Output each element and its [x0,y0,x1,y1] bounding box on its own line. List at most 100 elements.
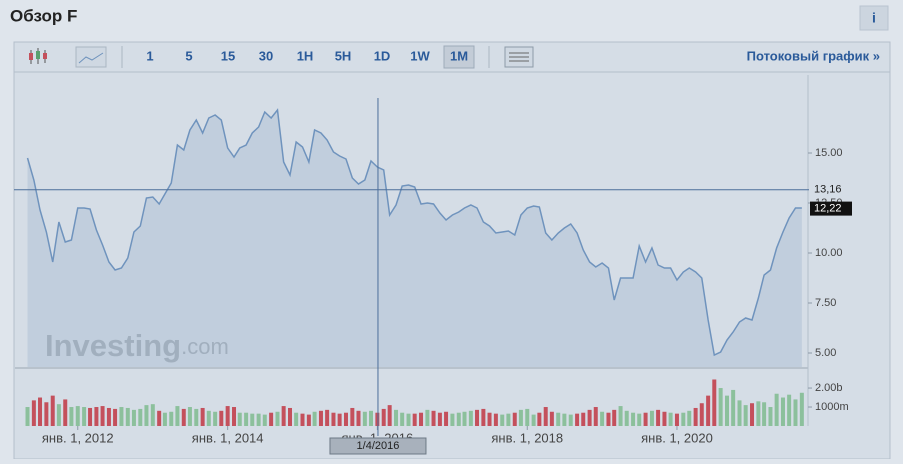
volume-bar [593,407,598,426]
last-price-label: 12,22 [814,203,842,215]
volume-bar [219,410,224,426]
info-button[interactable] [859,5,889,31]
x-tick-label: янв. 1, 2020 [641,430,713,445]
volume-bar [462,411,467,426]
y-tick-label: 5.00 [815,347,836,359]
volume-bar [724,395,729,426]
volume-bar [787,394,792,426]
interval-button[interactable]: 1M [450,48,468,63]
volume-bar [294,412,299,426]
volume-bar [194,408,199,426]
volume-bar [368,410,373,426]
interval-button[interactable]: 15 [221,48,235,63]
volume-bar [793,399,798,426]
volume-bar [275,411,280,426]
volume-bar [600,411,605,426]
price-line [26,108,802,357]
volume-bar [82,407,87,426]
volume-bar [394,409,399,426]
volume-bar [612,409,617,426]
table-icon[interactable] [504,46,534,68]
volume-bar [437,412,442,426]
interval-button[interactable]: 5H [335,48,352,63]
title: Обзор F [10,6,77,25]
volume-bar [712,379,717,426]
volume-bar [562,413,567,426]
volume-bar [187,407,192,426]
volume-bar [431,410,436,426]
volume-bar [406,413,411,426]
volume-bar [50,395,55,426]
interval-button[interactable]: 1 [146,48,153,63]
volume-bar [250,413,255,426]
volume-bar [743,405,748,426]
volume-bar [618,406,623,426]
last-price-box [810,201,852,216]
volume-bar [25,407,30,426]
volume-bar [106,407,111,426]
volume-bar [144,405,149,426]
watermark-brand: Investing [45,328,181,363]
volume-bar [549,411,554,426]
crosshair-date-box [329,437,427,455]
volume-bar [444,411,449,426]
volume-bar [262,414,267,426]
volume-bar [157,410,162,426]
volume-bar [525,408,530,426]
volume-bar [232,407,237,426]
volume-bar [631,412,636,426]
volume-bar [337,413,342,426]
volume-bar [750,403,755,426]
volume-bar [256,413,261,426]
stream-link[interactable]: Потоковый график » [747,48,880,63]
volume-bar [693,407,698,426]
volume-bar [225,406,230,426]
active-interval-bg[interactable] [443,45,475,69]
volume-bar [481,408,486,426]
info-icon[interactable]: i [872,10,876,26]
volume-bar [362,411,367,426]
volume-bar [387,405,392,426]
volume-bar [731,389,736,426]
volume-bar [737,400,742,426]
volume-bar [493,413,498,426]
interval-button[interactable]: 1W [410,48,430,63]
volume-bar [537,412,542,426]
y-tick-label: 7.50 [815,297,836,309]
volume-bar [681,412,686,426]
volume-bar [325,409,330,426]
volume-bar [331,412,336,426]
volume-bar [343,412,348,426]
interval-button[interactable]: 30 [259,48,273,63]
volume-bar [456,412,461,426]
volume-bar [162,412,167,426]
volume-bar [200,407,205,426]
volume-bar [575,413,580,426]
volume-bar [38,397,43,426]
volume-bar [244,412,249,426]
volume-bar [512,412,517,426]
volume-bar [138,408,143,426]
volume-bar [63,399,68,426]
volume-bar [768,407,773,426]
area-icon[interactable] [75,46,107,68]
volume-bar [150,404,155,426]
volume-bar [531,414,536,426]
y-tick-label: 10.00 [815,247,843,259]
volume-bar [756,401,761,426]
volume-bar [687,410,692,426]
volume-bar [606,412,611,426]
volume-bar [637,413,642,426]
candle-icon[interactable] [29,48,47,64]
volume-bar [31,400,36,426]
interval-button[interactable]: 1D [374,48,391,63]
volume-bar [381,408,386,426]
volume-bar [674,413,679,426]
volume-bar [624,410,629,426]
volume-bar [306,414,311,426]
volume-bar [206,410,211,426]
interval-button[interactable]: 1H [297,48,314,63]
interval-button[interactable]: 5 [185,48,192,63]
volume-bar [75,406,80,426]
volume-bar [662,411,667,426]
